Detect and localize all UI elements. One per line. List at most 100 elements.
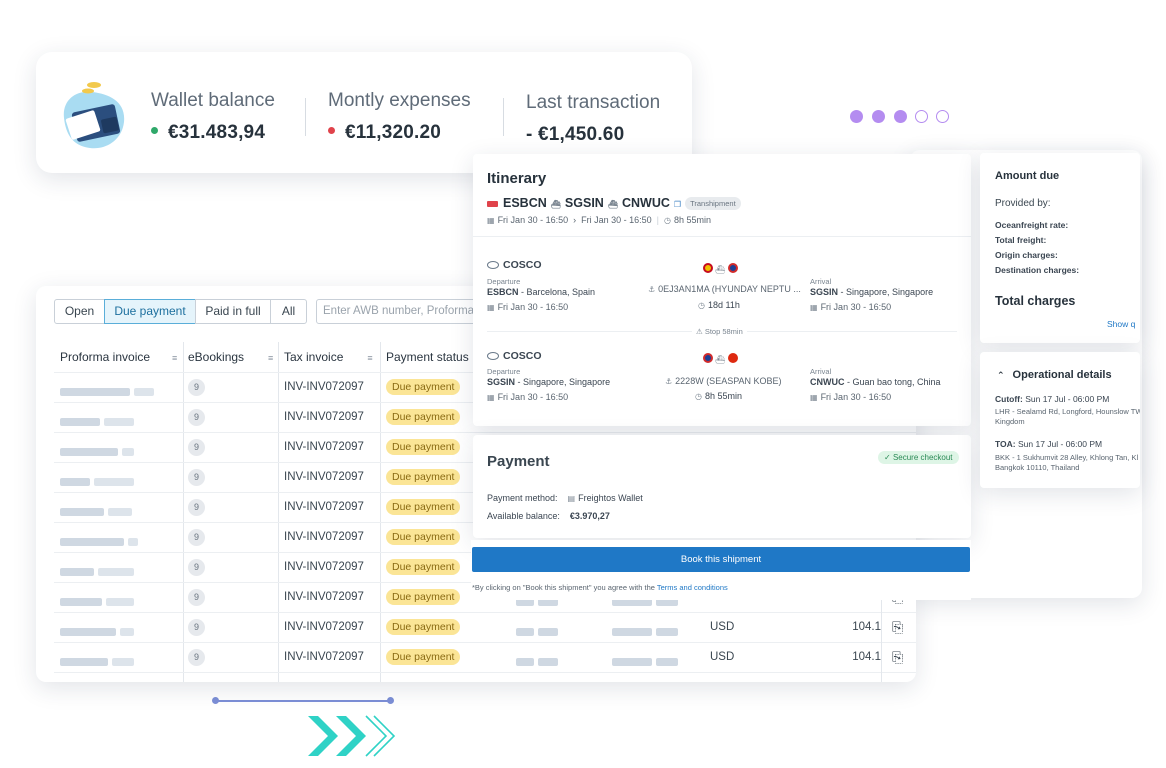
col-header-payment-status[interactable]: Payment status	[386, 350, 469, 364]
ebookings-cell[interactable]: 9	[188, 582, 205, 612]
col-header-ebookings[interactable]: eBookings ≡	[188, 342, 273, 372]
ebookings-count: 9	[188, 559, 205, 576]
tax-invoice-cell[interactable]: INV-INV072097	[284, 501, 364, 513]
scroll-handle[interactable]	[387, 697, 394, 704]
shield-check-icon: ✓	[884, 453, 893, 462]
tax-invoice-cell[interactable]: INV-INV072097	[284, 441, 364, 453]
tax-invoice-cell[interactable]: INV-INV072097	[284, 651, 364, 663]
show-quote-link[interactable]: Show q	[1107, 319, 1136, 329]
filter-icon[interactable]: ≡	[172, 353, 178, 363]
operational-details-header[interactable]: ⌃ Operational details	[997, 369, 1112, 381]
separator: |	[656, 215, 659, 225]
status-badge: Due payment	[386, 409, 461, 425]
toa-line: TOA: Sun 17 Jul - 06:00 PM	[995, 439, 1102, 449]
dep-code: ESBCN	[487, 287, 519, 297]
ebookings-cell[interactable]: 9	[188, 372, 205, 402]
payment-status-cell: Due payment	[386, 522, 461, 552]
ebookings-cell[interactable]: 9	[188, 522, 205, 552]
tab-due-payment[interactable]: Due payment	[104, 299, 196, 324]
ebookings-cell[interactable]: 9	[188, 612, 205, 642]
toa-address-2: Bangkok 10110, Thailand	[995, 463, 1080, 472]
route-via: SGSIN	[564, 196, 604, 210]
tax-invoice-cell[interactable]: INV-INV072097	[284, 561, 364, 573]
leg-duration: ◷ 18d 11h	[698, 300, 740, 310]
leg-duration-value: 18d 11h	[707, 300, 740, 310]
ebookings-cell[interactable]: 9	[188, 492, 205, 522]
tab-all[interactable]: All	[270, 299, 307, 324]
pager-dot[interactable]	[872, 110, 885, 123]
pager-dot[interactable]	[894, 110, 907, 123]
tax-invoice-cell[interactable]: INV-INV072097	[284, 471, 364, 483]
ebookings-cell[interactable]: 9	[188, 402, 205, 432]
toa-label: TOA:	[995, 439, 1016, 449]
departure-label: Departure	[487, 277, 521, 286]
proforma-redacted	[60, 413, 134, 431]
provided-by-label: Provided by:	[995, 198, 1051, 209]
oceanfreight-rate-label: Oceanfreight rate:	[995, 220, 1069, 230]
filter-icon[interactable]: ≡	[367, 353, 373, 363]
available-balance-value: €3.970,27	[569, 511, 610, 521]
tax-invoice-cell[interactable]: INV-INV072097	[284, 381, 364, 393]
vessel-name: 2228W (SEASPAN KOBE)	[675, 376, 782, 386]
wallet-summary-card	[36, 52, 692, 173]
arrival-label: Arrival	[810, 277, 832, 286]
scroll-handle[interactable]	[212, 697, 219, 704]
cutoff-value: Sun 17 Jul - 06:00 PM	[1022, 394, 1110, 404]
china-flag-icon	[728, 352, 739, 363]
cutoff-address: LHR - Sealamd Rd, Longford, Hounslow TW	[995, 407, 1140, 416]
leg-flags: ⛴	[703, 349, 740, 367]
filter-icon[interactable]: ≡	[268, 353, 274, 363]
col-header-proforma[interactable]: Proforma invoice ≡	[60, 342, 177, 372]
ebookings-count: 9	[188, 649, 205, 666]
ebookings-cell[interactable]: 9	[188, 552, 205, 582]
column-divider	[881, 582, 882, 682]
last-transaction-value: - €1,450.60	[526, 124, 625, 145]
route-from: ESBCN	[503, 196, 547, 210]
book-shipment-button[interactable]: Book this shipment	[472, 547, 970, 572]
flag-icon	[728, 262, 739, 273]
monthly-expenses-label: Montly expenses	[328, 90, 471, 111]
chevron-up-icon[interactable]: ⌃	[997, 370, 1005, 380]
download-invoice-icon[interactable]: ⎘	[892, 649, 904, 665]
dep-city: - Barcelona, Spain	[518, 287, 596, 297]
itinerary-card: Itinerary ESBCN ⛴ SGSIN ⛴ CNWUC ❐ Transhipment…	[473, 154, 971, 426]
download-invoice-icon[interactable]: ⎘	[892, 619, 904, 635]
col-header-tax-invoice[interactable]: Tax invoice ≡	[284, 342, 373, 372]
destination-charges-label: Destination charges:	[995, 265, 1080, 275]
terms-notice: *By clicking on "Book this shipment" you…	[472, 583, 728, 592]
route-to: CNWUC	[621, 196, 670, 210]
tax-invoice-cell[interactable]: INV-INV072097	[284, 531, 364, 543]
payment-status-cell: Due payment	[386, 582, 461, 612]
payment-status-cell: Due payment	[386, 492, 461, 522]
tax-invoice-cell[interactable]: INV-INV072097	[284, 411, 364, 423]
monthly-expenses-value: €11,320.20	[345, 122, 442, 143]
copy-icon[interactable]: ❐	[673, 200, 682, 209]
scroll-indicator[interactable]	[215, 700, 391, 702]
tax-invoice-cell[interactable]: INV-INV072097	[284, 621, 364, 633]
last-transaction: Last transaction - €1,450.60	[526, 92, 660, 146]
departure-label: Departure	[487, 367, 521, 376]
chevrons-forward-icon	[308, 715, 396, 757]
ebookings-cell[interactable]: 9	[188, 462, 205, 492]
monthly-expenses: Montly expenses €11,320.20	[328, 90, 471, 144]
payment-method-label: Payment method:	[487, 493, 558, 503]
ebookings-count: 9	[188, 439, 205, 456]
departure-port: ESBCN - Barcelona, Spain	[487, 287, 595, 297]
ebookings-cell[interactable]: 9	[188, 642, 205, 672]
pager-dot[interactable]	[915, 110, 928, 123]
column-divider	[278, 342, 279, 682]
pager-dot[interactable]	[936, 110, 949, 123]
departure-time: ▦ Fri Jan 30 - 16:50	[487, 302, 568, 312]
payment-status-cell: Due payment	[386, 402, 461, 432]
terms-link[interactable]: Terms and conditions	[656, 583, 728, 592]
ebookings-cell[interactable]: 9	[188, 432, 205, 462]
cutoff-label: Cutoff:	[995, 394, 1023, 404]
tab-open[interactable]: Open	[54, 299, 105, 324]
pager-dot[interactable]	[850, 110, 863, 123]
operational-details-title: Operational details	[1012, 369, 1112, 381]
proforma-redacted	[60, 503, 132, 521]
proforma-redacted	[60, 383, 154, 401]
tax-invoice-cell[interactable]: INV-INV072097	[284, 591, 364, 603]
tab-paid-in-full[interactable]: Paid in full	[195, 299, 271, 324]
arr-code: SGSIN	[810, 287, 839, 297]
